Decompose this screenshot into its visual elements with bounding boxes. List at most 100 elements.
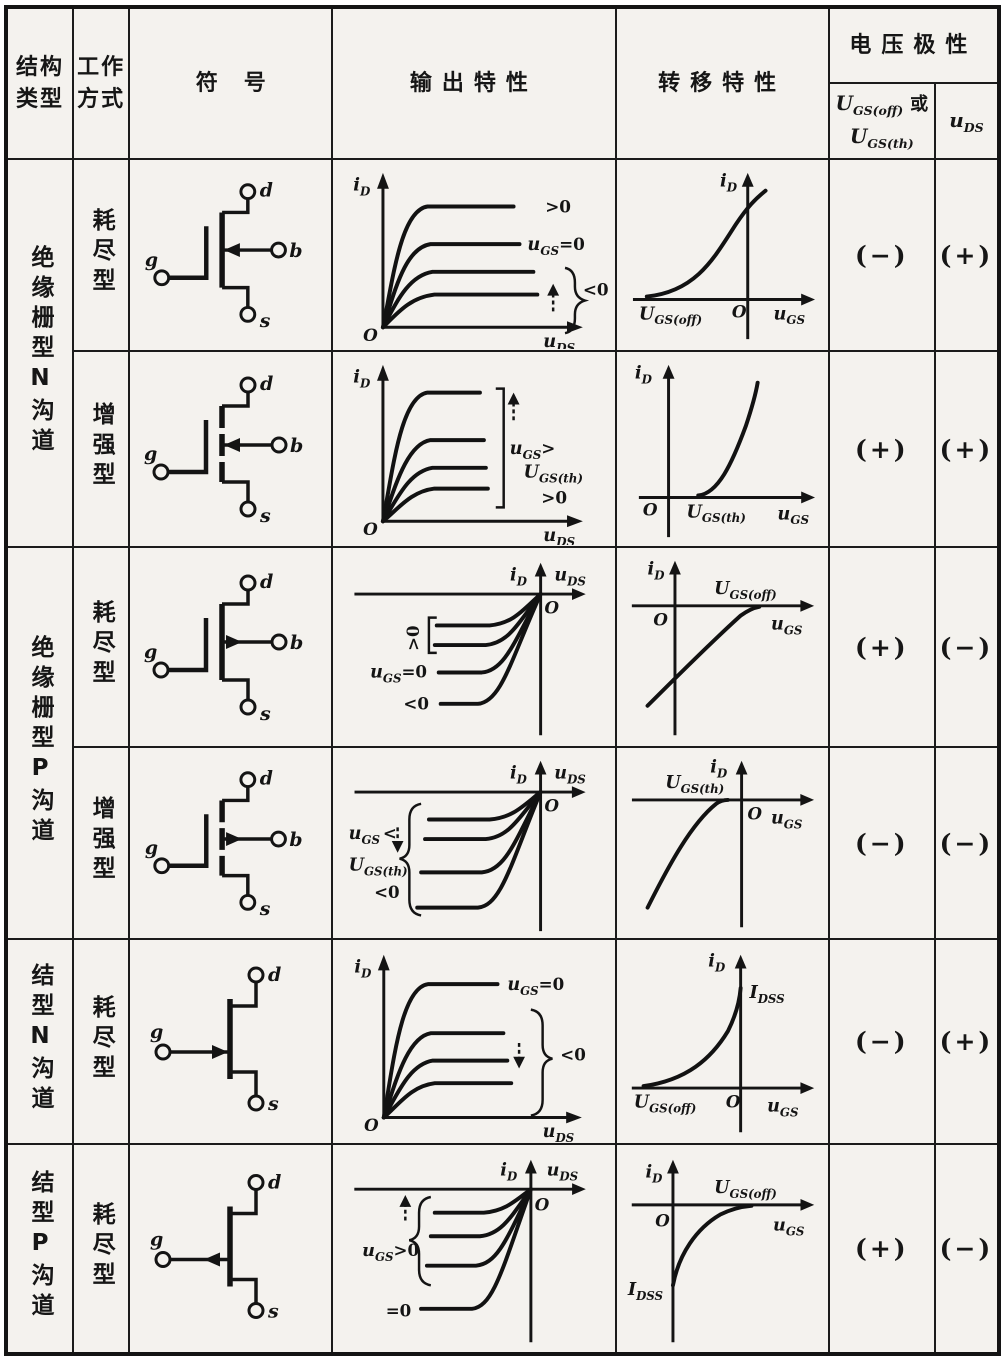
origin-label: O: [545, 598, 560, 618]
u-axis-label: uGS: [773, 1214, 805, 1238]
curve: [382, 1081, 514, 1120]
terminal-b-label: b: [289, 240, 302, 262]
idss-label: IDSS: [626, 1279, 663, 1303]
output-graph-row3: >0 iD uDS O uGS=0 <0: [331, 546, 617, 748]
y-axis-arrowhead: [741, 172, 754, 187]
i-axis-label: iD: [645, 1161, 663, 1185]
symbol-cell-row6: d s g: [128, 1143, 334, 1355]
operating-mode-cell-row1: 耗尽型: [72, 158, 131, 352]
drain-wire: [222, 786, 250, 803]
terminal-d-label: d: [268, 964, 281, 986]
drain-terminal: [239, 376, 257, 394]
ugs-off-label: UGS(off): [633, 1092, 696, 1116]
terminal-d-label: d: [260, 571, 273, 593]
terminal-g-label: g: [145, 837, 158, 859]
curve: [645, 797, 730, 910]
source-wire: [230, 1070, 258, 1096]
fet-characteristics-table: 结构 类型 工作 方式 符号 输出特性 转移特性 电压极性 UGS(off) 或…: [4, 5, 1001, 1356]
down-arrowhead: [392, 841, 404, 853]
transfer-graph-row4: UGS(th) iD O uGS: [614, 746, 830, 940]
i-axis-label: iD: [635, 363, 653, 387]
drain-wire: [222, 392, 250, 408]
y-axis-arrowhead: [378, 954, 391, 971]
curve-label-low: <0: [583, 280, 609, 300]
down-arrowhead: [513, 1056, 526, 1069]
transfer-graph-row6: iD UGS(off) O uGS IDSS: [614, 1143, 830, 1355]
up-arrowhead: [547, 283, 560, 296]
u-axis-label: uDS: [544, 331, 576, 349]
terminal-d-label: d: [268, 1171, 281, 1193]
transfer-characteristic-row2: iD O UGS(th) uGS: [635, 363, 815, 538]
x-axis-arrowhead: [572, 588, 587, 600]
symbol-cell-row1: d b s g: [128, 158, 334, 352]
source-terminal: [239, 893, 257, 911]
origin-label: O: [747, 804, 762, 824]
terminal-b-label: b: [289, 829, 302, 851]
x-axis-arrowhead: [800, 599, 814, 612]
gate-wire: [168, 814, 209, 868]
ugs-th-label: UGS(th): [665, 772, 724, 796]
terminal-g-label: g: [145, 249, 158, 271]
output-characteristic-row3: >0 iD uDS O uGS=0 <0: [354, 562, 587, 736]
polarity-ugs-cell-row5: (−): [827, 938, 936, 1145]
bulk-arrow-in: [224, 438, 241, 452]
curve-label-line3: >0: [542, 487, 568, 507]
ugs-off-label: UGS(off): [714, 578, 777, 602]
operating-mode-cell-row3: 耗尽型: [72, 546, 131, 748]
curve: [644, 188, 768, 299]
polarity-uds-cell-row4: (−): [933, 746, 1001, 940]
output-characteristic-row1: iD uDS O >0 uGS=0 <0: [354, 172, 609, 349]
curve-label-top: uGS=0: [508, 974, 565, 998]
drain-terminal: [239, 771, 257, 789]
header-mode-line1: 工作: [77, 54, 126, 80]
origin-label: O: [653, 609, 668, 629]
transfer-characteristic-row3: iD UGS(off) O uGS: [631, 558, 814, 736]
i-axis-label: iD: [710, 757, 728, 781]
transfer-characteristic-row6: iD UGS(off) O uGS IDSS: [626, 1159, 814, 1342]
operating-mode-cell-row6: 耗尽型: [72, 1143, 131, 1355]
curve: [415, 790, 543, 910]
structure-type-cell-pjfet: 结型P沟道: [4, 1143, 75, 1355]
u-axis-label: uGS: [773, 303, 805, 327]
origin-label: O: [535, 1194, 550, 1214]
source-wire: [222, 480, 250, 502]
transfer-graph-row3: iD UGS(off) O uGS: [614, 546, 830, 748]
header-transfer-characteristic: 转移特性: [614, 6, 830, 160]
drain-terminal: [239, 574, 257, 592]
terminal-b-label: b: [290, 632, 303, 654]
u-axis-label: uDS: [543, 1121, 575, 1142]
y-axis-arrowhead: [735, 760, 748, 775]
header-voltage-polarity: 电压极性: [827, 6, 1001, 84]
curve: [381, 486, 491, 524]
gate-terminal: [152, 661, 170, 679]
terminal-s-label: s: [259, 505, 271, 527]
curve-label-line1: uGS>0: [363, 1239, 420, 1263]
transfer-characteristic-row1: iD UGS(off) O uGS: [632, 171, 815, 340]
source-terminal: [239, 698, 257, 716]
symbol-cell-row5: d s g: [128, 938, 334, 1145]
structure-type-cell-njfet: 结型N沟道: [4, 938, 75, 1145]
polarity-uds-cell-row5: (+): [933, 938, 1001, 1145]
y-axis-arrowhead: [662, 364, 675, 379]
symbol-cell-row2: d b s g: [128, 350, 334, 548]
i-axis-label: iD: [354, 367, 372, 391]
terminal-s-label: s: [259, 703, 271, 725]
header-output-characteristic: 输出特性: [331, 6, 617, 160]
transfer-graph-row1: iD UGS(off) O uGS: [614, 158, 830, 352]
curve: [381, 465, 489, 524]
u-axis-label: uGS: [767, 1096, 798, 1120]
ugs-off-label: UGS(off): [639, 303, 702, 327]
curve: [382, 1058, 510, 1120]
curve: [381, 390, 483, 524]
header-structure-line2: 类型: [16, 86, 65, 112]
header-symbol: 符号: [128, 6, 334, 160]
up-arrowhead: [399, 1194, 412, 1207]
brace: [565, 266, 590, 335]
source-wire: [222, 678, 250, 700]
x-axis-arrowhead: [800, 794, 814, 806]
idss-label: IDSS: [748, 982, 784, 1006]
bracket: [496, 387, 506, 509]
drain-wire: [230, 1189, 258, 1215]
curve-label-line2: UGS(th): [349, 854, 408, 878]
